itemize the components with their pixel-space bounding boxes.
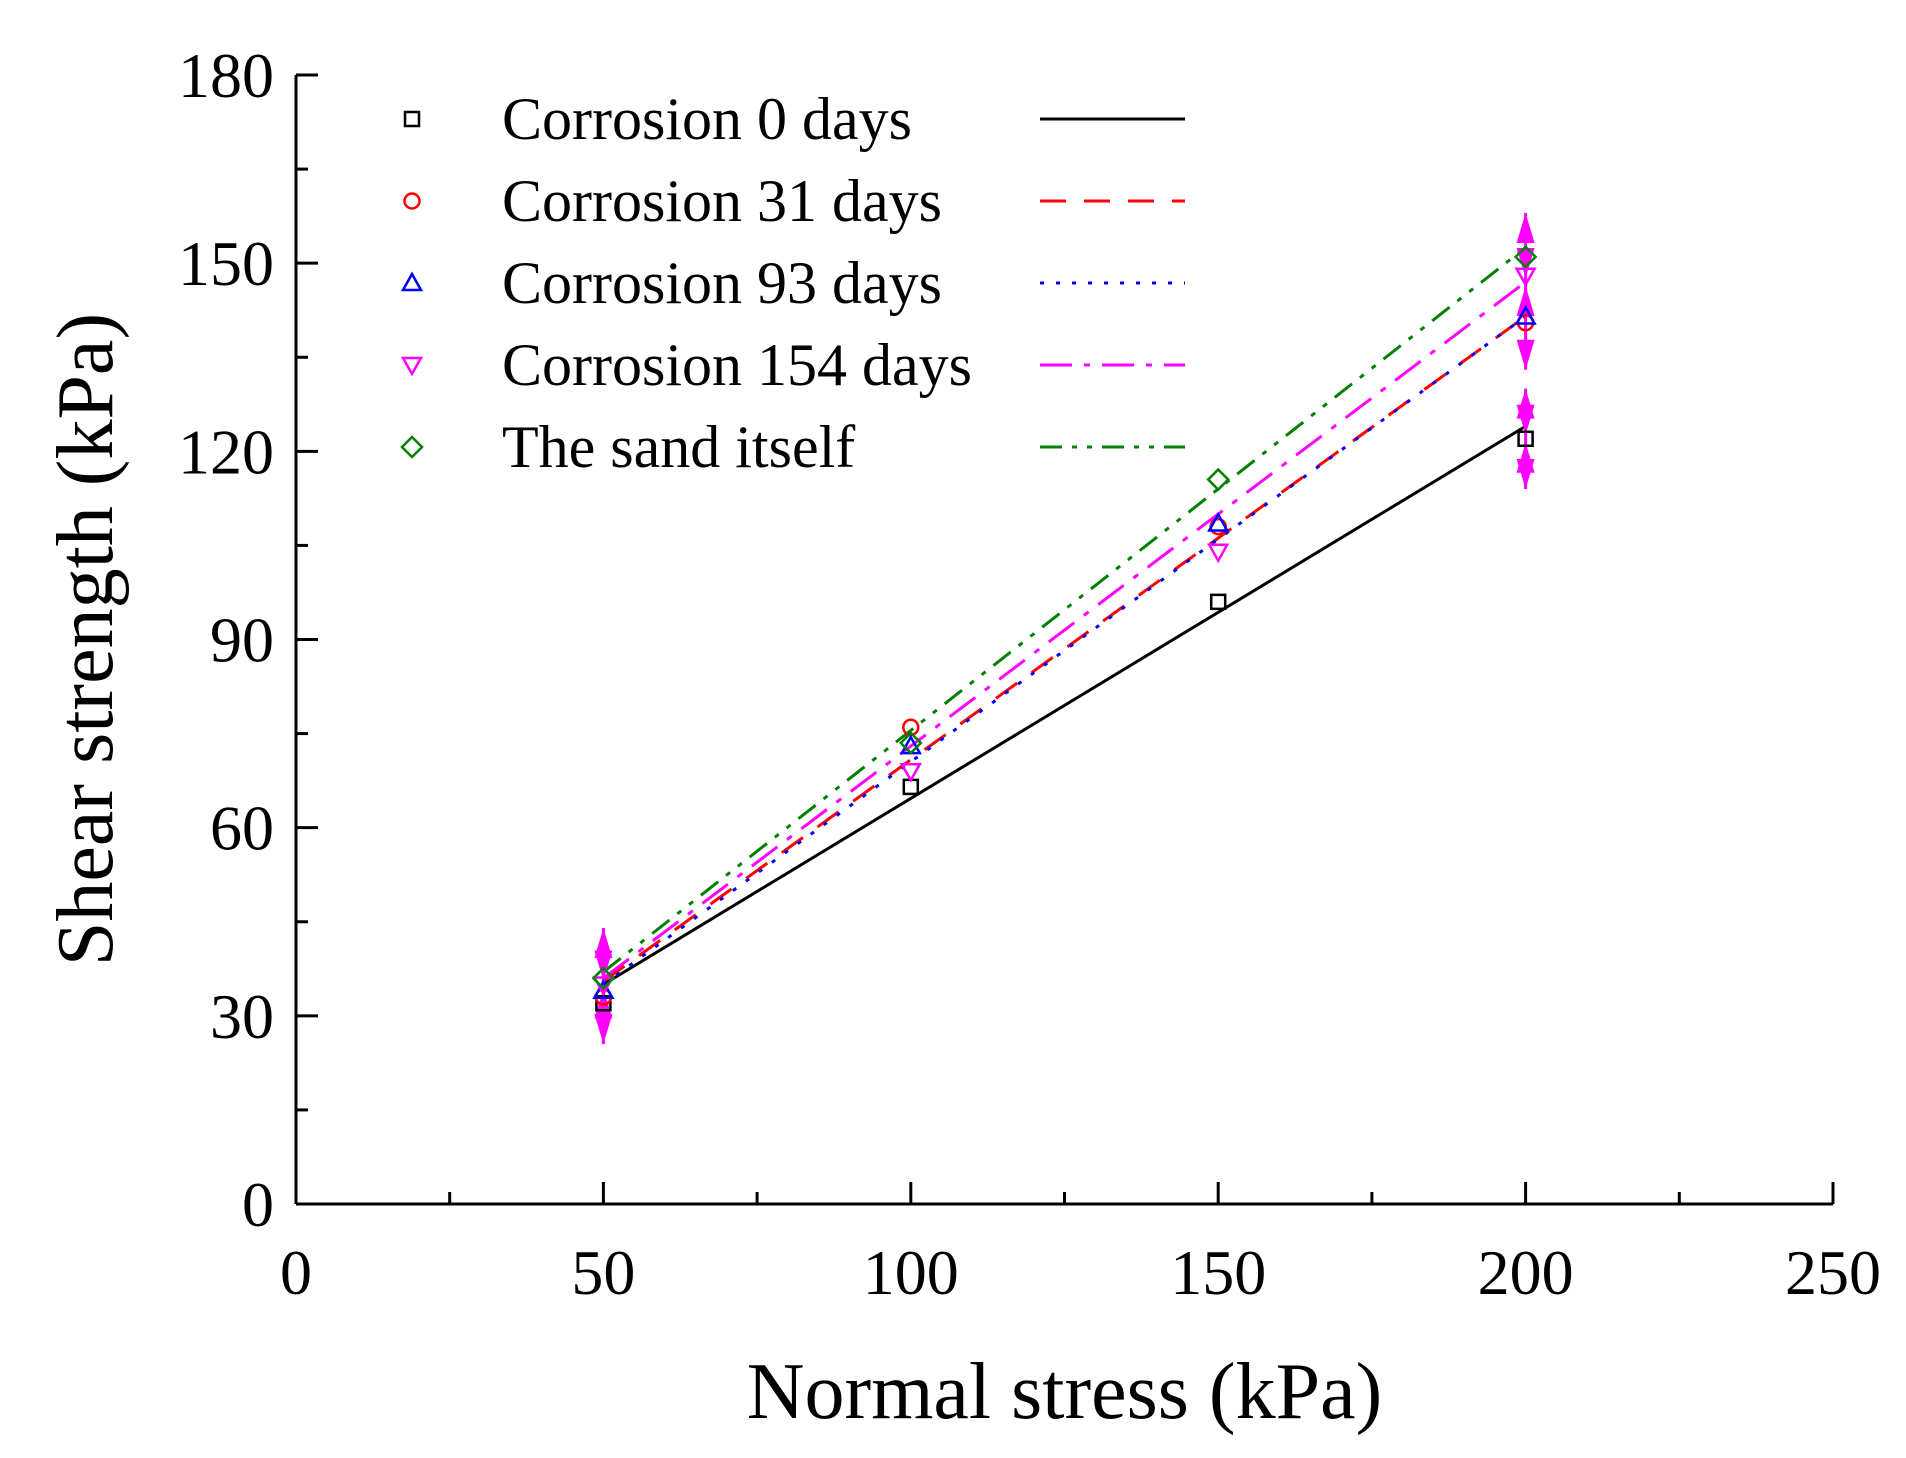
data-point xyxy=(1206,467,1230,492)
data-point xyxy=(592,976,615,997)
error-bar xyxy=(1516,212,1535,370)
y-tick-label: 180 xyxy=(178,40,274,111)
legend-label: Corrosion 0 days xyxy=(502,86,912,152)
data-point xyxy=(1517,430,1534,448)
axes xyxy=(294,75,1833,1206)
legend-label: Corrosion 31 days xyxy=(502,168,942,234)
legend-label: The sand itself xyxy=(502,414,855,480)
x-tick-label: 50 xyxy=(571,1237,635,1308)
legend-label: Corrosion 93 days xyxy=(502,250,942,316)
data-point xyxy=(1207,543,1230,564)
legend-item: Corrosion 0 days xyxy=(403,86,1185,152)
fit-line xyxy=(602,315,1527,983)
legend-item: The sand itself xyxy=(400,414,1185,480)
data-points xyxy=(591,245,1538,1012)
data-point xyxy=(899,731,923,755)
x-tick-label: 100 xyxy=(863,1237,959,1308)
error-bar xyxy=(594,928,613,1045)
legend-item: Corrosion 31 days xyxy=(403,168,1185,234)
data-point xyxy=(1514,304,1537,325)
legend-marker xyxy=(400,356,424,377)
legend-item: Corrosion 154 days xyxy=(400,332,1185,398)
y-tick-label: 150 xyxy=(178,228,274,299)
error-bar-arrow-inner xyxy=(1516,285,1535,316)
data-point xyxy=(1207,511,1230,532)
error-bar-arrow-up xyxy=(1516,212,1535,243)
data-point xyxy=(1209,593,1227,611)
legend-marker xyxy=(400,271,424,292)
x-axis-title: Normal stress (kPa) xyxy=(747,1348,1382,1436)
error-bar-arrow-inner xyxy=(1516,404,1535,435)
data-point xyxy=(591,966,616,990)
legend-marker xyxy=(400,435,424,459)
error-bar-arrow-inner xyxy=(594,950,613,981)
fit-lines xyxy=(602,246,1527,986)
legend-marker xyxy=(403,110,421,128)
data-point xyxy=(899,762,922,783)
legend-marker xyxy=(403,192,421,210)
fit-line xyxy=(602,246,1527,974)
data-point xyxy=(592,979,615,999)
y-tick-label: 60 xyxy=(210,793,274,864)
fit-line xyxy=(602,424,1527,986)
data-point xyxy=(595,995,612,1012)
legend-item: Corrosion 93 days xyxy=(400,250,1185,316)
error-bar-arrow-inner xyxy=(1516,247,1535,278)
y-tick-label: 0 xyxy=(242,1169,274,1240)
y-axis-title: Shear strength (kPa) xyxy=(42,313,130,966)
x-tick-label: 200 xyxy=(1478,1237,1574,1308)
error-bar-arrow-inner xyxy=(1516,442,1535,473)
legend-label: Corrosion 154 days xyxy=(502,332,972,398)
y-tick-label: 90 xyxy=(210,605,274,676)
error-bar xyxy=(1516,388,1535,489)
error-bar-arrow-down xyxy=(1516,339,1535,370)
x-tick-label: 0 xyxy=(280,1237,312,1308)
legend: Corrosion 0 days Corrosion 31 days Corrosi… xyxy=(400,86,1185,480)
x-tick-label: 250 xyxy=(1785,1237,1881,1308)
fit-line xyxy=(602,280,1527,980)
x-tick-label: 150 xyxy=(1170,1237,1266,1308)
error-bar-arrow-down xyxy=(594,1014,613,1045)
axis-ticks: 0 50 100 150 200 250 0 30 60 90 120 150 180 xyxy=(178,40,1881,1308)
data-point xyxy=(1514,267,1537,288)
y-tick-label: 30 xyxy=(210,981,274,1052)
y-tick-label: 120 xyxy=(178,416,274,487)
data-point xyxy=(1513,245,1538,269)
